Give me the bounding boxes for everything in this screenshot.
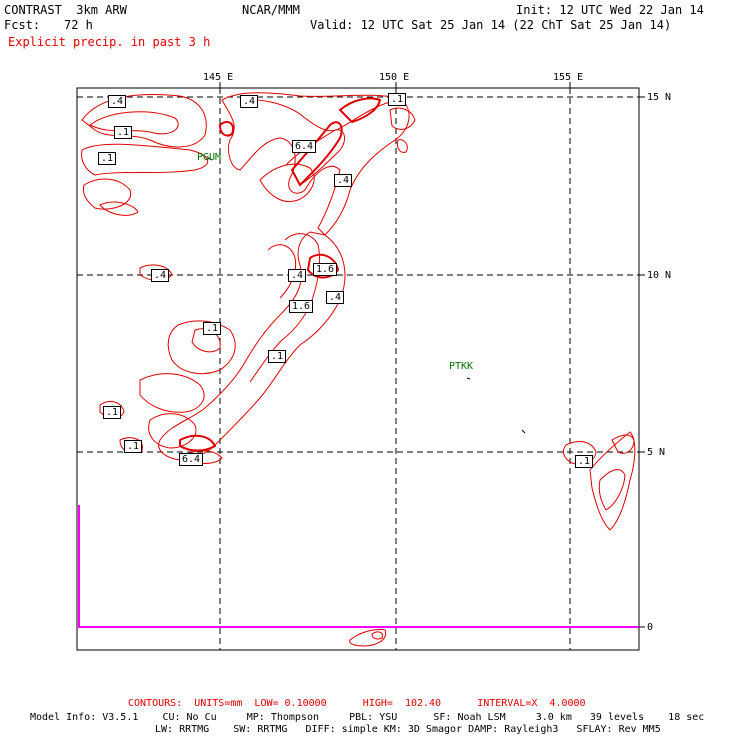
station-marker-ptkk (466, 377, 471, 380)
contour-label: 1.6 (289, 300, 314, 313)
lat-label-5: 5 N (647, 447, 666, 458)
lon-label-150: 150 E (379, 72, 410, 83)
contour-label: .4 (240, 95, 259, 108)
domain-boundary (78, 505, 639, 628)
model-info: Model Info: V3.5.1 CU: No Cu MP: Thompso… (30, 712, 705, 723)
contour-label: 6.4 (179, 453, 204, 466)
model-title: CONTRAST 3km ARW (4, 3, 127, 17)
valid-time: Valid: 12 UTC Sat 25 Jan 14 (22 ChT Sat … (310, 18, 672, 32)
contour-label: .1 (114, 126, 133, 139)
lon-label-145: 145 E (203, 72, 234, 83)
lon-label-155: 155 E (553, 72, 584, 83)
island-marker (521, 429, 526, 434)
forecast-hours: 72 h (64, 18, 93, 32)
contour-label: .4 (334, 174, 353, 187)
contour-label: .1 (103, 406, 122, 419)
forecast-label: Fcst: (4, 18, 41, 32)
station-marker-pgum (207, 157, 213, 161)
contour-label: .1 (98, 152, 117, 165)
station-label-ptkk: PTKK (449, 361, 474, 372)
contour-label: 1.6 (313, 263, 338, 276)
contour-label: .4 (151, 269, 170, 282)
lat-label-0: 0 (647, 622, 654, 633)
contour-label: 6.4 (292, 140, 317, 153)
axis-ticks (219, 82, 645, 628)
contour-info: CONTOURS: UNITS=mm LOW= 0.10000 HIGH= 10… (128, 698, 586, 709)
institution-title: NCAR/MMM (242, 3, 300, 17)
contour-label: .1 (124, 440, 143, 453)
station-markers (207, 157, 526, 434)
station-label-pgum: PGUM (197, 152, 222, 163)
contour-label: .1 (388, 93, 407, 106)
init-time: Init: 12 UTC Wed 22 Jan 14 (516, 3, 704, 17)
lat-label-10: 10 N (647, 270, 672, 281)
contour-label: .4 (288, 269, 307, 282)
contour-label: .4 (108, 95, 127, 108)
lat-label-15: 15 N (647, 92, 672, 103)
map-frame (76, 87, 640, 651)
contour-label: .1 (203, 322, 222, 335)
model-physics: LW: RRTMG SW: RRTMG DIFF: simple KM: 3D … (155, 724, 661, 735)
contour-label: .4 (326, 291, 345, 304)
contour-label: .1 (268, 350, 287, 363)
precip-contours (81, 92, 636, 647)
contour-label: .1 (575, 455, 594, 468)
lat-lon-grid (77, 88, 639, 650)
field-title: Explicit precip. in past 3 h (8, 35, 211, 49)
